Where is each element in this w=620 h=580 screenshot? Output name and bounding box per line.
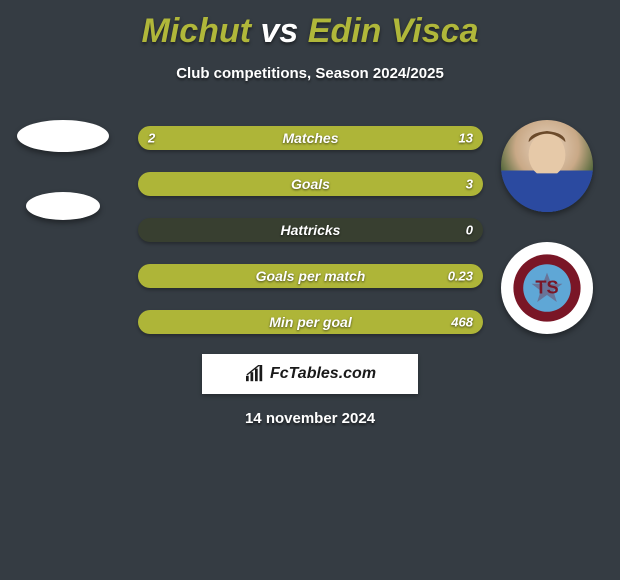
left-avatar-column <box>8 120 118 220</box>
stat-row: Goals 3 <box>138 172 483 196</box>
player2-club-logo: TS <box>501 242 593 334</box>
stat-label: Hattricks <box>281 222 341 238</box>
vs-text: vs <box>261 12 299 50</box>
stat-row: Min per goal 468 <box>138 310 483 334</box>
stat-label: Matches <box>282 130 338 146</box>
stat-right-value: 0.23 <box>448 269 473 284</box>
club-badge-icon: TS <box>512 253 582 323</box>
person-icon <box>501 120 593 212</box>
right-avatar-column: TS <box>492 120 602 334</box>
stat-right-value: 3 <box>466 177 473 192</box>
stat-label: Goals per match <box>256 268 366 284</box>
stat-right-value: 13 <box>459 131 473 146</box>
brand-box: FcTables.com <box>202 354 418 394</box>
stat-row: 2 Matches 13 <box>138 126 483 150</box>
stat-rows: 2 Matches 13 Goals 3 Hattricks 0 Goals per matc… <box>138 126 483 334</box>
stat-row: Goals per match 0.23 <box>138 264 483 288</box>
subtitle: Club competitions, Season 2024/2025 <box>0 65 620 82</box>
stat-label: Goals <box>291 176 330 192</box>
stat-right-value: 0 <box>466 223 473 238</box>
comparison-title: Michut vs Edin Visca <box>0 0 620 51</box>
bar-chart-icon <box>244 365 266 383</box>
svg-text:TS: TS <box>535 278 558 298</box>
player1-club-logo <box>26 192 100 220</box>
date-text: 14 november 2024 <box>245 410 375 427</box>
player2-name: Edin Visca <box>308 12 479 50</box>
stat-label: Min per goal <box>269 314 351 330</box>
player1-photo <box>17 120 109 152</box>
stat-left-value: 2 <box>148 131 155 146</box>
player1-name: Michut <box>142 12 252 50</box>
stat-right-value: 468 <box>451 315 473 330</box>
stat-row: Hattricks 0 <box>138 218 483 242</box>
brand-text: FcTables.com <box>270 365 376 383</box>
player2-photo <box>501 120 593 212</box>
